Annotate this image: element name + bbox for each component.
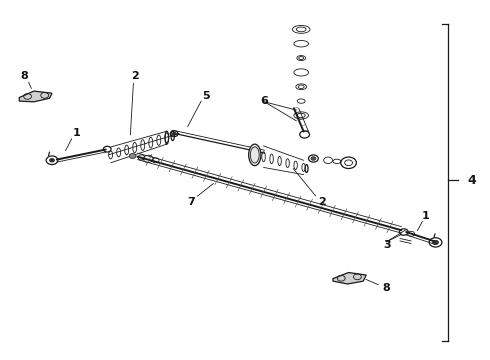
Circle shape (311, 157, 316, 160)
Text: 3: 3 (383, 239, 391, 249)
Text: 6: 6 (261, 96, 269, 106)
Circle shape (129, 153, 136, 158)
Ellipse shape (248, 144, 261, 166)
Circle shape (172, 132, 176, 135)
Text: 8: 8 (20, 71, 28, 81)
Text: 5: 5 (202, 91, 210, 101)
Polygon shape (333, 273, 366, 284)
Text: 8: 8 (383, 283, 391, 293)
Text: 2: 2 (131, 71, 139, 81)
Circle shape (433, 240, 439, 244)
Text: 2: 2 (318, 197, 326, 207)
Text: 7: 7 (187, 197, 195, 207)
Text: 1: 1 (422, 211, 430, 221)
Text: 4: 4 (468, 174, 477, 186)
Circle shape (49, 158, 54, 162)
Text: 1: 1 (73, 129, 80, 138)
Polygon shape (19, 91, 52, 102)
